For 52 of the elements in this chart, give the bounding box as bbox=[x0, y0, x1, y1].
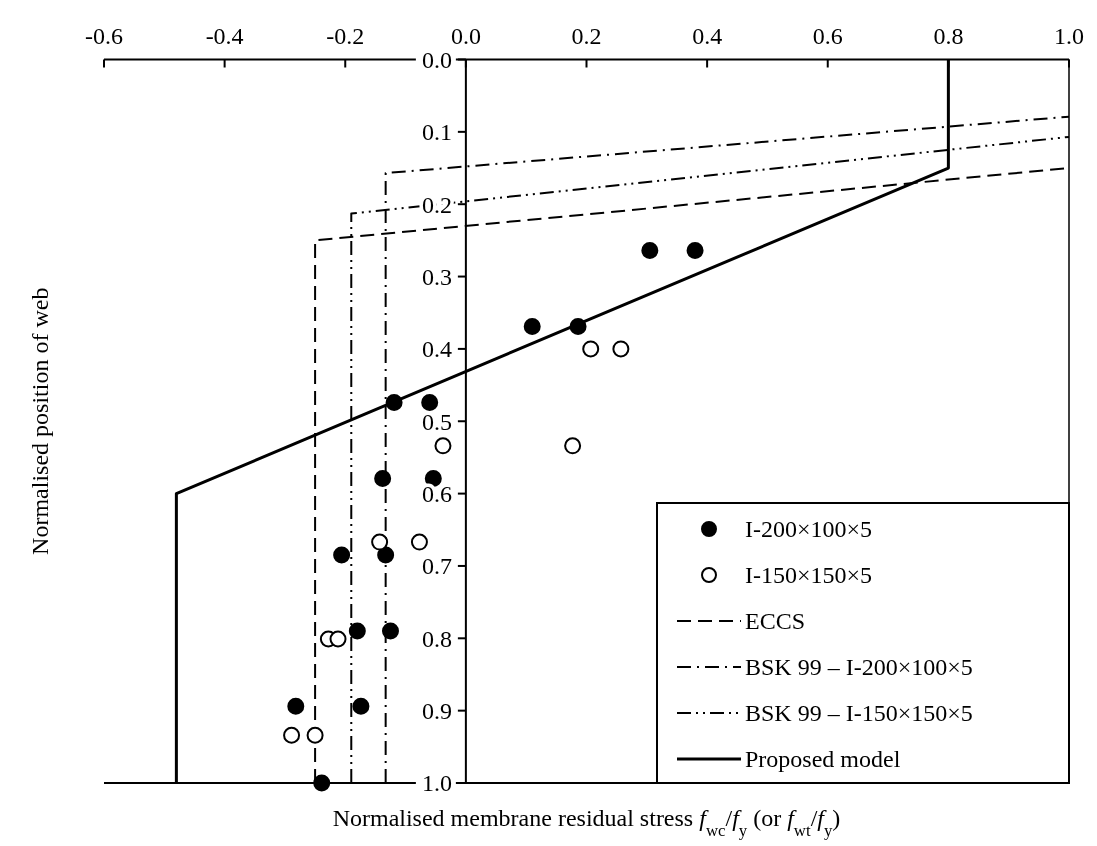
x-tick-label: -0.2 bbox=[326, 22, 365, 49]
point bbox=[612, 340, 630, 358]
x-tick-label: 0.6 bbox=[812, 22, 843, 49]
text: Normalised membrane residual stress f$_{wc}$/f$_{y}$ (or f$_{wt}$/f$_{y}$) bbox=[332, 805, 841, 840]
point bbox=[385, 393, 403, 411]
x-tick-label: -0.6 bbox=[85, 22, 123, 49]
point bbox=[421, 393, 439, 411]
point bbox=[333, 546, 351, 564]
y-tick-label: 0.0 bbox=[421, 46, 452, 73]
point bbox=[434, 437, 452, 455]
y-tick-label: 0.8 bbox=[421, 625, 452, 652]
y-tick-label: 0.1 bbox=[421, 119, 452, 146]
legend-label: BSK 99 – I-150×150×5 bbox=[745, 700, 973, 727]
point bbox=[564, 437, 582, 455]
point bbox=[523, 317, 541, 335]
legend-label: ECCS bbox=[745, 608, 806, 635]
point bbox=[352, 697, 370, 715]
y-tick-label: 0.6 bbox=[421, 481, 452, 507]
legend-label: I-200×100×5 bbox=[745, 516, 873, 543]
x-tick-label: 0.2 bbox=[571, 22, 602, 49]
point bbox=[569, 317, 587, 335]
x-tick-label: 0.0 bbox=[450, 22, 481, 49]
point bbox=[306, 726, 324, 744]
point bbox=[381, 622, 399, 640]
y-tick-label: 0.4 bbox=[421, 336, 452, 363]
point bbox=[287, 697, 305, 715]
y-tick-label: 0.9 bbox=[421, 698, 452, 725]
point bbox=[374, 469, 392, 487]
x-tick-label: 0.8 bbox=[933, 22, 964, 49]
point bbox=[371, 533, 389, 551]
y-tick-label: 0.2 bbox=[421, 191, 452, 218]
point bbox=[686, 242, 704, 259]
point bbox=[283, 726, 301, 744]
y-tick-label: 0.7 bbox=[421, 553, 452, 580]
y-tick-label: 0.3 bbox=[421, 263, 452, 290]
x-tick-label: -0.4 bbox=[205, 22, 244, 49]
y-axis-title: Normalised position of web bbox=[27, 287, 53, 555]
point bbox=[313, 774, 331, 792]
point bbox=[582, 340, 600, 358]
point bbox=[377, 546, 395, 564]
legend-label: Proposed model bbox=[745, 746, 901, 773]
point bbox=[348, 622, 366, 640]
x-tick-label: 1.0 bbox=[1054, 22, 1084, 49]
point bbox=[329, 630, 347, 648]
point bbox=[641, 242, 659, 259]
x-tick-label: 0.4 bbox=[692, 22, 723, 49]
legend-label: BSK 99 – I-200×100×5 bbox=[745, 654, 973, 681]
point bbox=[424, 469, 442, 487]
point bbox=[410, 533, 428, 551]
legend-label: I-150×150×5 bbox=[745, 562, 873, 589]
y-tick-label: 0.5 bbox=[421, 408, 452, 435]
y-tick-label: 1.0 bbox=[421, 770, 452, 797]
